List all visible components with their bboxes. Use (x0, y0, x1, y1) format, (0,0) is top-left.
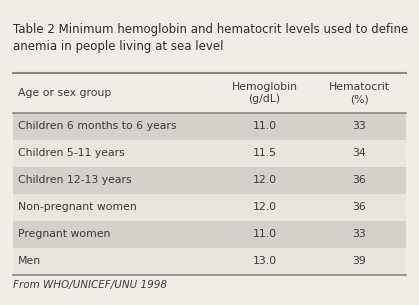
Text: 13.0: 13.0 (253, 256, 277, 266)
Text: Children 6 months to 6 years: Children 6 months to 6 years (18, 121, 176, 131)
Text: Hemoglobin
(g/dL): Hemoglobin (g/dL) (232, 82, 297, 104)
Bar (13, 113, 406, 140)
Text: 33: 33 (352, 229, 366, 239)
Text: 12.0: 12.0 (253, 202, 277, 212)
Text: Children 12-13 years: Children 12-13 years (18, 175, 131, 185)
Text: 36: 36 (352, 175, 366, 185)
Text: 36: 36 (352, 202, 366, 212)
Text: Pregnant women: Pregnant women (18, 229, 110, 239)
Text: Children 5-11 years: Children 5-11 years (18, 148, 124, 158)
Text: 33: 33 (352, 121, 366, 131)
Text: 11.0: 11.0 (253, 121, 277, 131)
Text: 34: 34 (352, 148, 366, 158)
Text: 39: 39 (352, 256, 366, 266)
Text: Hematocrit
(%): Hematocrit (%) (328, 82, 390, 104)
Text: 12.0: 12.0 (253, 175, 277, 185)
Text: Men: Men (18, 256, 41, 266)
Text: 11.5: 11.5 (253, 148, 277, 158)
Bar (13, 194, 406, 221)
Text: Non-pregnant women: Non-pregnant women (18, 202, 136, 212)
Text: 11.0: 11.0 (253, 229, 277, 239)
Text: Age or sex group: Age or sex group (18, 88, 111, 98)
Text: Table 2 Minimum hemoglobin and hematocrit levels used to define
anemia in people: Table 2 Minimum hemoglobin and hematocri… (13, 23, 408, 53)
Bar (13, 140, 406, 167)
Bar (13, 248, 406, 274)
Bar (13, 221, 406, 248)
Text: From WHO/UNICEF/UNU 1998: From WHO/UNICEF/UNU 1998 (13, 280, 167, 290)
Bar (13, 167, 406, 194)
